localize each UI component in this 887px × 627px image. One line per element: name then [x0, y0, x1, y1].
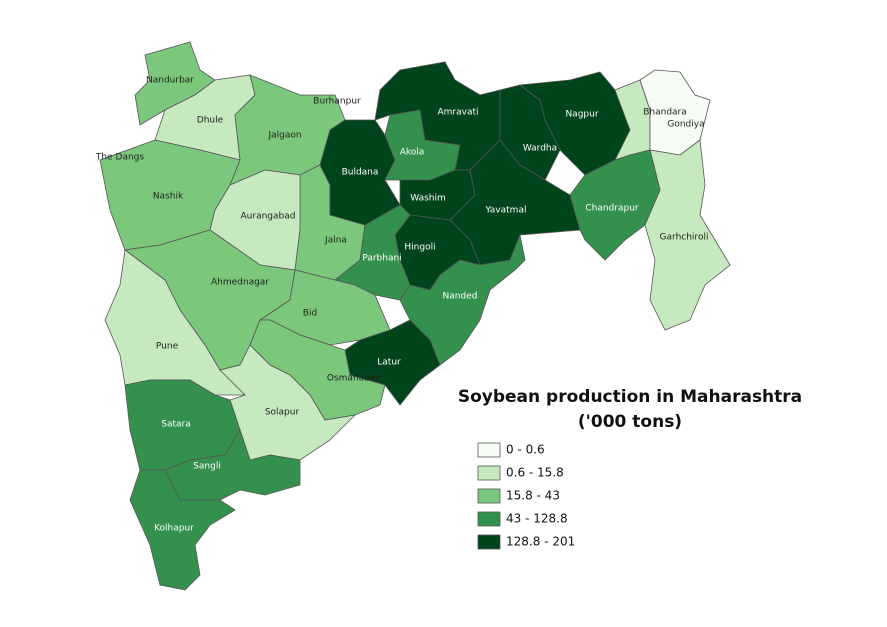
legend-label: 43 - 128.8	[506, 512, 568, 526]
district	[639, 69, 711, 156]
legend-label: 15.8 - 43	[506, 489, 560, 503]
district	[399, 233, 526, 366]
district-label: Buldana	[342, 168, 379, 178]
district-label: Bhandara	[643, 108, 687, 118]
district-label: Jalna	[324, 236, 347, 246]
district-label: Garhchiroli	[660, 233, 709, 243]
district	[258, 269, 391, 346]
legend-swatch	[477, 534, 501, 550]
place-label: Burhanpur	[313, 97, 361, 107]
district-label: Aurangabad	[241, 212, 296, 222]
district-label: Solapur	[265, 408, 300, 418]
district-label: Akola	[400, 148, 425, 158]
district	[644, 139, 731, 331]
legend-label: 0.6 - 15.8	[506, 466, 564, 480]
district-label: Bid	[303, 309, 317, 319]
legend-swatch	[477, 511, 501, 527]
district-label: Gondiya	[667, 120, 704, 130]
district-label: Pune	[156, 342, 179, 352]
district-layer	[99, 41, 731, 591]
legend-swatch	[477, 442, 501, 458]
district	[569, 149, 661, 261]
district-label: Chandrapur	[585, 204, 639, 214]
district	[129, 469, 236, 591]
district-label: Satara	[161, 420, 191, 430]
district-label: Ahmednagar	[211, 278, 269, 288]
district-label: Latur	[377, 358, 401, 368]
district-label: Nagpur	[565, 110, 598, 120]
district-label: Nanded	[443, 292, 478, 302]
district-label: Hingoli	[404, 243, 435, 253]
label-layer: Nandurbar Dhule Jalgaon Nashik Aurangabad Jal…	[95, 76, 709, 534]
district-label: Osmanabad	[327, 374, 381, 384]
map-title: Soybean production in Maharashtra	[458, 387, 802, 407]
legend: 0 - 0.6 0.6 - 15.8 15.8 - 43 43 - 128.8 128.…	[477, 442, 575, 550]
district-label: Parbhani	[362, 254, 401, 264]
district-label: Sangli	[193, 462, 221, 472]
legend-swatch	[477, 465, 501, 481]
legend-swatch	[477, 488, 501, 504]
legend-label: 0 - 0.6	[506, 443, 545, 457]
district-label: Yavatmal	[485, 206, 527, 216]
district-label: Kolhapur	[154, 524, 194, 534]
district-label: Nashik	[153, 192, 184, 202]
district-label: Amravati	[437, 108, 478, 118]
district-label: Dhule	[197, 116, 224, 126]
map-subtitle: ('000 tons)	[578, 412, 682, 432]
place-label: The Dangs	[95, 153, 144, 163]
district-label: Wardha	[523, 144, 557, 154]
district-label: Washim	[410, 194, 446, 204]
district-label: Nandurbar	[146, 76, 194, 86]
district-label: Jalgaon	[267, 131, 301, 141]
legend-label: 128.8 - 201	[506, 535, 575, 549]
